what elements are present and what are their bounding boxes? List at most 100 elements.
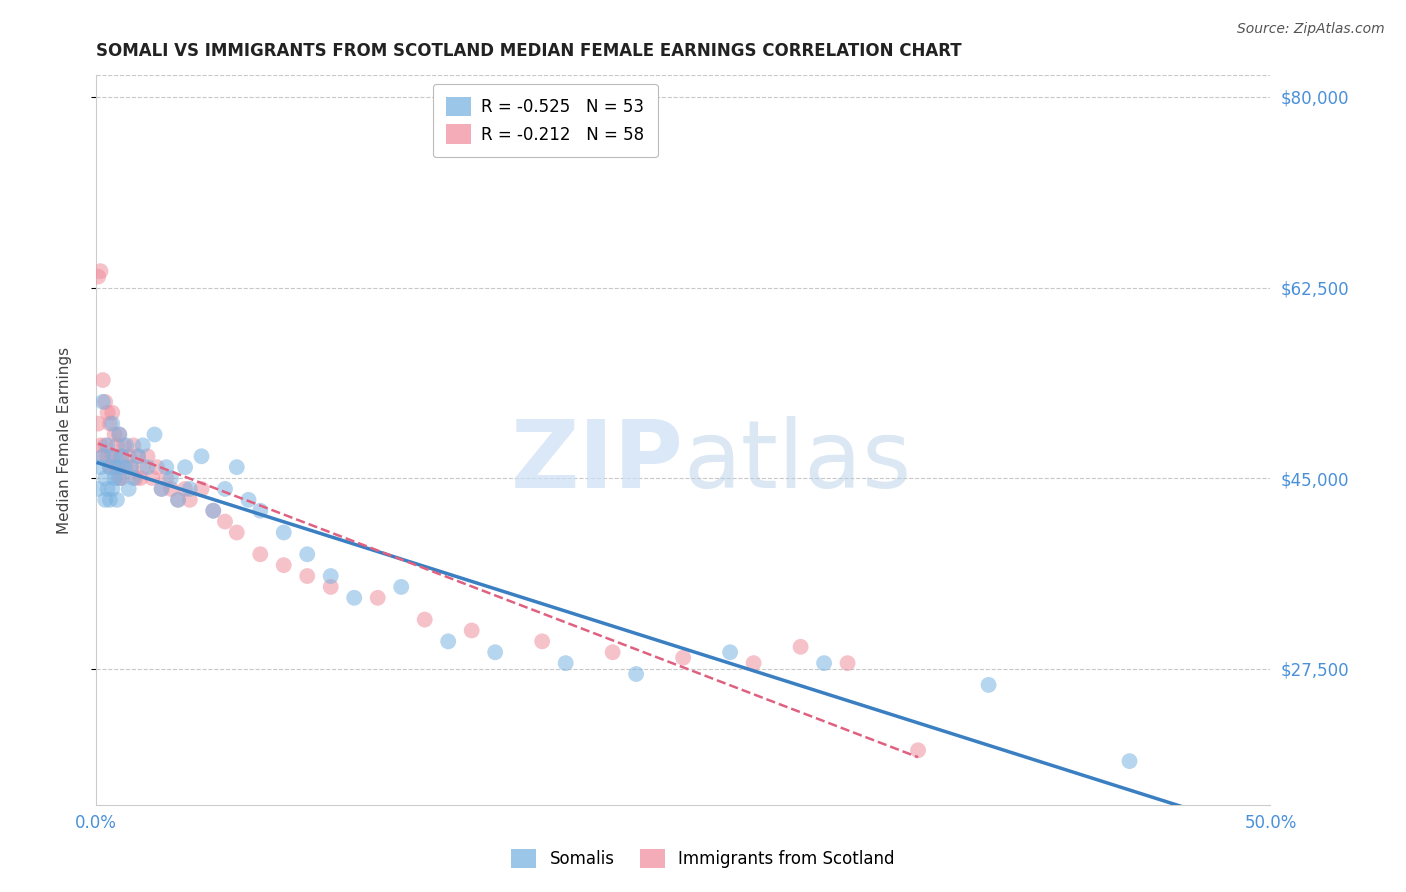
Point bbox=[120, 460, 142, 475]
Point bbox=[98, 417, 121, 431]
Point bbox=[813, 656, 835, 670]
Point bbox=[101, 450, 124, 464]
Point bbox=[98, 460, 121, 475]
Point bbox=[101, 482, 124, 496]
Point bbox=[249, 504, 271, 518]
Point bbox=[87, 482, 110, 496]
Point bbox=[87, 417, 110, 431]
Point bbox=[105, 460, 128, 475]
Point bbox=[120, 460, 142, 475]
Point bbox=[174, 460, 197, 475]
Point bbox=[136, 460, 159, 475]
Point bbox=[94, 471, 117, 485]
Y-axis label: Median Female Earnings: Median Female Earnings bbox=[58, 346, 72, 533]
Point bbox=[225, 460, 247, 475]
Point bbox=[531, 634, 554, 648]
Point bbox=[125, 471, 148, 485]
Point bbox=[718, 645, 741, 659]
Point bbox=[118, 450, 141, 464]
Point bbox=[202, 504, 225, 518]
Point bbox=[89, 264, 111, 278]
Point bbox=[1118, 754, 1140, 768]
Point bbox=[214, 515, 236, 529]
Point bbox=[554, 656, 576, 670]
Point bbox=[155, 460, 177, 475]
Point bbox=[105, 460, 128, 475]
Point bbox=[672, 650, 695, 665]
Point bbox=[115, 460, 138, 475]
Point bbox=[111, 471, 134, 485]
Point bbox=[297, 569, 319, 583]
Point bbox=[129, 471, 152, 485]
Point bbox=[105, 438, 128, 452]
Point bbox=[907, 743, 929, 757]
Point bbox=[167, 492, 190, 507]
Point bbox=[789, 640, 811, 654]
Point bbox=[742, 656, 765, 670]
Point bbox=[118, 482, 141, 496]
Point bbox=[89, 460, 111, 475]
Point bbox=[150, 482, 173, 496]
Point bbox=[96, 438, 118, 452]
Point bbox=[155, 471, 177, 485]
Point bbox=[122, 438, 145, 452]
Point bbox=[141, 471, 163, 485]
Point bbox=[94, 492, 117, 507]
Point bbox=[103, 427, 125, 442]
Text: atlas: atlas bbox=[683, 416, 911, 508]
Point bbox=[190, 482, 212, 496]
Point bbox=[602, 645, 624, 659]
Point bbox=[624, 667, 647, 681]
Point bbox=[103, 471, 125, 485]
Text: ZIP: ZIP bbox=[510, 416, 683, 508]
Point bbox=[127, 450, 149, 464]
Point bbox=[437, 634, 460, 648]
Point bbox=[94, 394, 117, 409]
Point bbox=[249, 547, 271, 561]
Point bbox=[87, 269, 110, 284]
Point bbox=[108, 471, 131, 485]
Point bbox=[91, 373, 114, 387]
Point bbox=[94, 438, 117, 452]
Point bbox=[319, 569, 342, 583]
Point bbox=[108, 471, 131, 485]
Point bbox=[98, 460, 121, 475]
Point bbox=[122, 471, 145, 485]
Point bbox=[101, 417, 124, 431]
Point bbox=[108, 427, 131, 442]
Point bbox=[179, 482, 201, 496]
Point bbox=[150, 482, 173, 496]
Point bbox=[460, 624, 482, 638]
Point bbox=[202, 504, 225, 518]
Point bbox=[143, 427, 166, 442]
Point bbox=[132, 460, 155, 475]
Point bbox=[108, 427, 131, 442]
Point bbox=[98, 492, 121, 507]
Text: SOMALI VS IMMIGRANTS FROM SCOTLAND MEDIAN FEMALE EARNINGS CORRELATION CHART: SOMALI VS IMMIGRANTS FROM SCOTLAND MEDIA… bbox=[96, 42, 962, 60]
Point bbox=[105, 492, 128, 507]
Point bbox=[111, 450, 134, 464]
Legend: Somalis, Immigrants from Scotland: Somalis, Immigrants from Scotland bbox=[505, 842, 901, 875]
Point bbox=[273, 525, 295, 540]
Point bbox=[343, 591, 366, 605]
Point bbox=[484, 645, 506, 659]
Point bbox=[111, 450, 134, 464]
Point bbox=[225, 525, 247, 540]
Point bbox=[190, 450, 212, 464]
Point bbox=[238, 492, 260, 507]
Point bbox=[273, 558, 295, 573]
Point bbox=[174, 482, 197, 496]
Text: Source: ZipAtlas.com: Source: ZipAtlas.com bbox=[1237, 22, 1385, 37]
Point bbox=[103, 450, 125, 464]
Point bbox=[413, 613, 436, 627]
Point bbox=[837, 656, 859, 670]
Point bbox=[367, 591, 389, 605]
Point bbox=[179, 492, 201, 507]
Point bbox=[297, 547, 319, 561]
Point bbox=[96, 450, 118, 464]
Point bbox=[136, 450, 159, 464]
Point bbox=[112, 438, 135, 452]
Point bbox=[977, 678, 1000, 692]
Point bbox=[146, 460, 169, 475]
Point bbox=[214, 482, 236, 496]
